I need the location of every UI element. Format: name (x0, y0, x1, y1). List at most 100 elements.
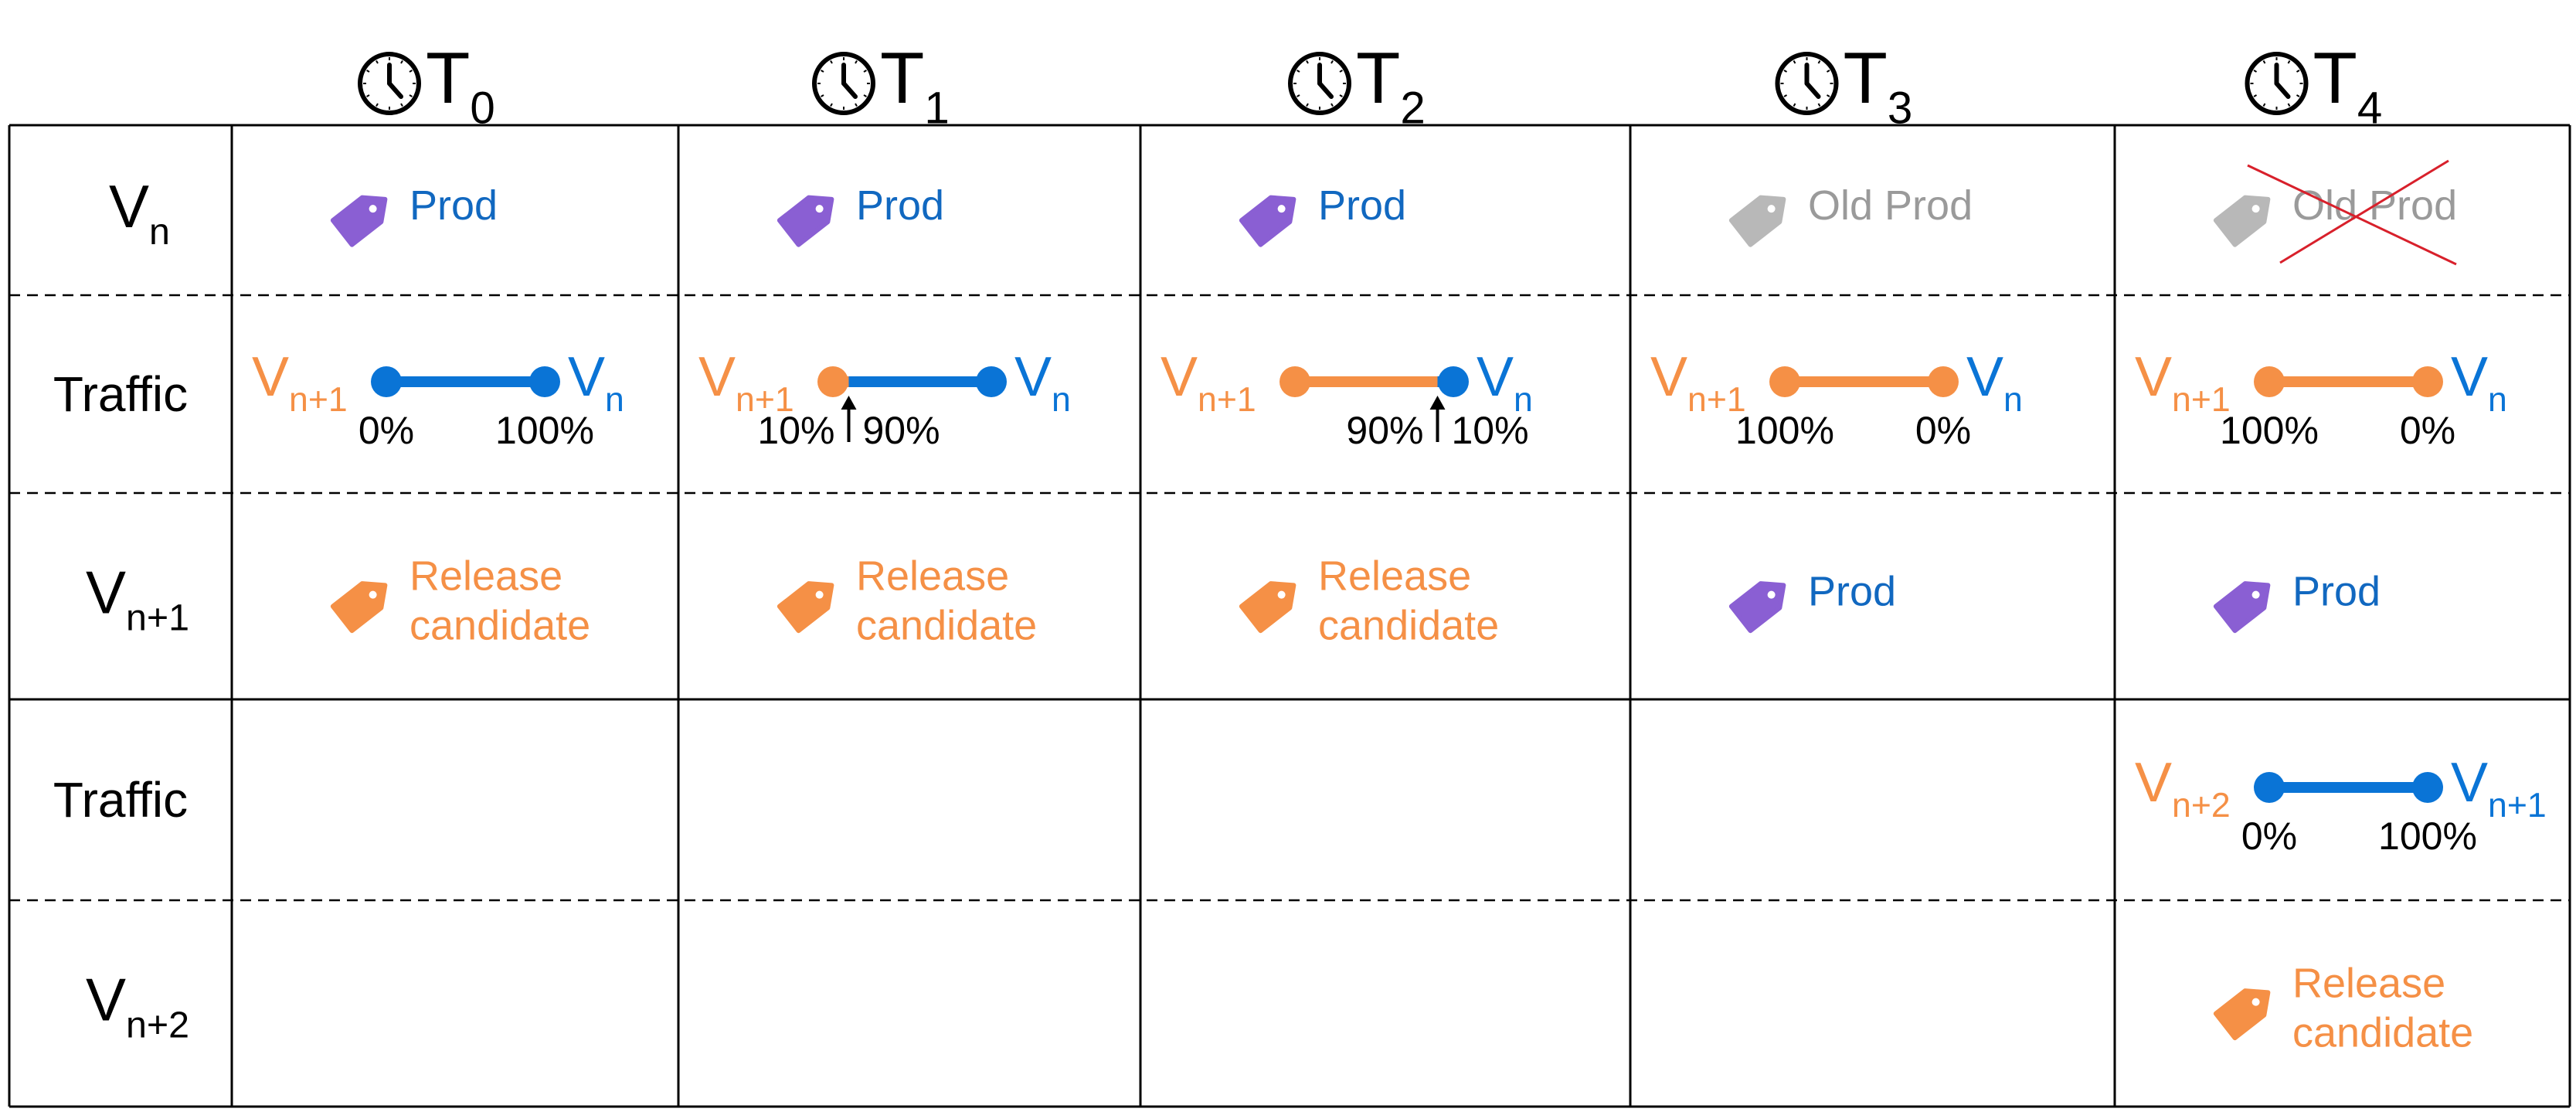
tag-icon (1239, 581, 1296, 634)
clock-tick (1296, 70, 1300, 73)
clock-icon (2245, 52, 2309, 115)
clock-tick (821, 94, 824, 97)
tag-cell-label: candidate (2292, 1010, 2473, 1056)
traffic-left-label-main: V (252, 346, 289, 408)
column-header-label-main: T (1844, 37, 1888, 118)
clock-tick (366, 94, 370, 97)
traffic-pct-left: 100% (2220, 409, 2319, 452)
traffic-pct-left: 90% (1346, 409, 1423, 452)
clock-tick (863, 94, 867, 97)
clock-tick (821, 70, 824, 73)
tag-cell-old: Old Prod (1728, 182, 1973, 247)
column-header-label-main: T (2313, 37, 2357, 118)
tag-body (1239, 195, 1296, 247)
traffic-right-label: Vn (1014, 346, 1071, 419)
traffic-marker-right (2412, 772, 2443, 803)
traffic-left-label-main: V (1161, 346, 1198, 408)
traffic-left-label: Vn+1 (2135, 346, 2231, 419)
clock-tick (366, 70, 370, 73)
clock-tick (855, 103, 858, 107)
traffic-left-label: Vn+1 (1650, 346, 1746, 419)
traffic-marker-right (1928, 366, 1959, 397)
traffic-pct-left: 100% (1735, 409, 1834, 452)
traffic-right-label-main: V (568, 346, 605, 408)
tag-cell-label: candidate (1318, 603, 1499, 649)
cross-out-line (2247, 164, 2457, 266)
tag-body (1728, 195, 1786, 247)
tag-hole (369, 590, 377, 599)
tag-icon (777, 195, 834, 247)
clock-tick (2287, 103, 2291, 107)
traffic-left-label-main: V (2135, 752, 2172, 814)
row-label-vn1: Vn+1 (86, 559, 189, 639)
table-cells: Prod Prod Prod Old Prod Old ProdReleasecandi… (252, 159, 2547, 1056)
split-arrow-head (841, 396, 857, 410)
traffic-pct-right: 10% (1452, 409, 1529, 452)
clock-face (2245, 52, 2309, 115)
time-header: T0 T1 T2 T3 T4 (358, 37, 2383, 133)
split-arrow-head (1429, 396, 1446, 410)
traffic-right-label-sub: n+1 (2488, 787, 2547, 825)
tag-hole (2251, 998, 2260, 1006)
column-header-t3: T3 (1775, 37, 1912, 133)
clock-tick (1817, 60, 1821, 64)
clock-tick (2296, 94, 2300, 97)
clock-tick (2287, 60, 2291, 64)
column-header-t1: T1 (812, 37, 950, 133)
row-label-vn-main: V (109, 172, 149, 240)
row-label-vn: Vn (109, 172, 170, 253)
tag-cell-label: Prod (856, 182, 944, 229)
column-header-label: T1 (880, 37, 950, 133)
tag-body (2213, 195, 2271, 247)
clock-icon (1775, 52, 1839, 115)
traffic-marker-left (1280, 366, 1310, 397)
tag-cell-label: Old Prod (1808, 182, 1973, 229)
tag-cell-label: Prod (2292, 569, 2381, 615)
traffic-right-label-main: V (1014, 346, 1052, 408)
tag-body (1239, 581, 1296, 634)
clock-hand-minute (841, 81, 858, 99)
column-header-label-main: T (1356, 37, 1400, 118)
clock-hand-minute (1317, 81, 1334, 99)
row-label-vn2-sub: n+2 (126, 1004, 189, 1046)
clock-tick (376, 60, 379, 64)
tag-icon (2213, 988, 2271, 1041)
clock-tick (863, 70, 867, 73)
traffic-marker-right (2412, 366, 2443, 397)
clock-tick (1783, 70, 1788, 73)
traffic-left-label-sub: n+1 (736, 381, 794, 419)
clock-tick (2296, 70, 2300, 73)
clock-tick (2262, 60, 2266, 64)
column-header-label: T4 (2313, 37, 2383, 133)
column-header-label-sub: 3 (1888, 83, 1912, 133)
clock-tick (830, 60, 833, 64)
tag-hole (2251, 590, 2260, 599)
traffic-right-label: Vn (1477, 346, 1533, 419)
traffic-pct-right: 100% (2378, 814, 2477, 858)
traffic-marker-left (817, 366, 848, 397)
row-label-vn2: Vn+2 (86, 966, 189, 1046)
traffic-right-label: Vn (1966, 346, 2023, 419)
clock-face (358, 52, 421, 115)
clock-tick (1783, 94, 1788, 97)
column-header-t4: T4 (2245, 37, 2383, 133)
tag-hole (815, 590, 824, 599)
tag-hole (1277, 590, 1286, 599)
tag-cell-label: Prod (1808, 569, 1896, 615)
traffic-right-label-sub: n (1052, 381, 1071, 419)
clock-tick (1826, 94, 1830, 97)
traffic-left-label: Vn+1 (1161, 346, 1256, 419)
tag-hole (2251, 205, 2260, 213)
clock-tick (400, 60, 403, 64)
tag-cell-label: Release (856, 553, 1009, 600)
tag-cell-prod: Prod (1728, 569, 1896, 634)
tag-cell-prod: Prod (330, 182, 498, 247)
tag-cell-label: Release (1318, 553, 1471, 600)
clock-tick (1330, 60, 1334, 64)
traffic-right-label-sub: n (1514, 381, 1533, 419)
column-header-t0: T0 (358, 37, 495, 133)
